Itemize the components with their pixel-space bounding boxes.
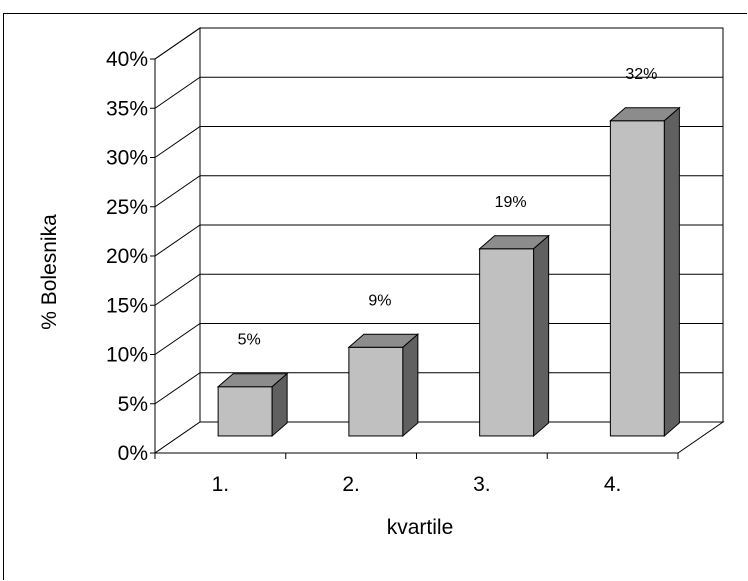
y-tick-label: 30% — [106, 147, 148, 170]
y-tick-label: 0% — [118, 442, 148, 465]
bar — [478, 234, 550, 438]
x-tick-labels: 1. 2. 3. 4. — [212, 473, 622, 496]
data-label: 5% — [238, 332, 261, 349]
y-tick-label: 5% — [118, 393, 148, 416]
x-axis-title: kvartile — [387, 516, 454, 539]
data-label: 32% — [625, 66, 657, 83]
x-tick-label: 4. — [604, 473, 622, 496]
chart-frame — [3, 13, 747, 580]
bar-front — [348, 346, 404, 437]
bar-front — [609, 120, 665, 437]
gridline — [154, 126, 723, 158]
gridline — [154, 76, 723, 109]
data-label: 19% — [495, 194, 527, 211]
data-label: 9% — [368, 292, 391, 309]
bar-front — [217, 386, 273, 437]
gridline — [154, 175, 723, 208]
x-tick-label: 3. — [473, 473, 491, 496]
data-labels: 5% 9% 19% 32% — [238, 66, 658, 349]
x-tick-label: 2. — [342, 473, 360, 496]
bar-side — [533, 234, 550, 438]
gridline — [154, 27, 723, 60]
y-tick-label: 10% — [106, 344, 148, 367]
gridline — [154, 224, 723, 257]
y-tick-label: 35% — [106, 97, 148, 120]
y-tick-labels: 0% 5% 10% 15% 20% 25% 30% 35% 40% — [106, 48, 148, 465]
axes — [150, 58, 679, 459]
bar — [609, 106, 681, 438]
bar-side — [271, 372, 288, 438]
bar — [216, 372, 289, 438]
x-tick-label: 1. — [212, 473, 230, 496]
bar — [347, 333, 420, 438]
bars — [216, 106, 681, 438]
y-tick-label: 20% — [106, 245, 148, 268]
bar-side — [402, 333, 419, 438]
y-tick-label: 25% — [106, 196, 148, 219]
bar-side — [663, 106, 680, 438]
bar-front — [479, 248, 535, 437]
y-tick-label: 40% — [106, 48, 148, 71]
y-tick-label: 15% — [106, 294, 148, 317]
y-axis-title: % Bolesnika — [38, 214, 61, 330]
